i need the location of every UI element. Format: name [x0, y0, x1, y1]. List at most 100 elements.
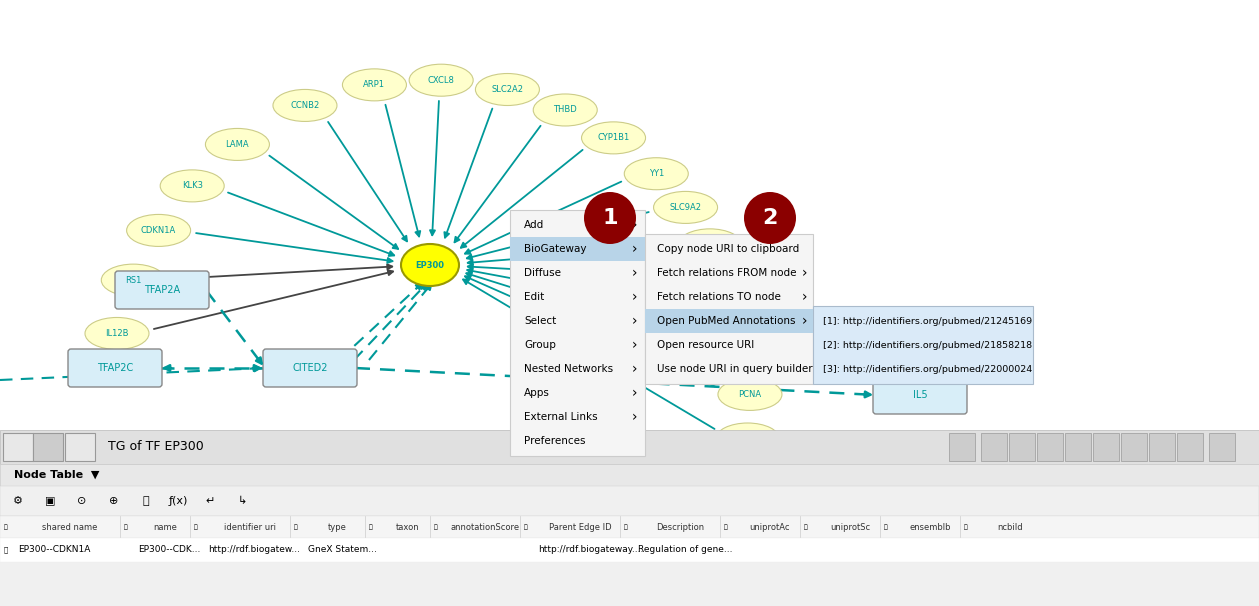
FancyBboxPatch shape	[263, 349, 358, 387]
Text: 🔒: 🔒	[194, 524, 198, 530]
Text: EP300: EP300	[415, 261, 444, 270]
FancyBboxPatch shape	[981, 433, 1007, 461]
Text: 🔒: 🔒	[123, 524, 127, 530]
FancyBboxPatch shape	[510, 210, 645, 456]
Text: ncbiId: ncbiId	[997, 522, 1022, 531]
Text: THBD: THBD	[554, 105, 577, 115]
Ellipse shape	[476, 73, 539, 105]
Text: RS1: RS1	[125, 276, 141, 285]
FancyBboxPatch shape	[0, 486, 1259, 516]
FancyBboxPatch shape	[1008, 433, 1035, 461]
Text: EP300--CDKN1A: EP300--CDKN1A	[18, 545, 91, 554]
Text: Group: Group	[524, 340, 556, 350]
Text: ⊕: ⊕	[110, 496, 118, 506]
Text: ⚙: ⚙	[13, 496, 23, 506]
Text: ›: ›	[632, 410, 637, 424]
Text: YY1: YY1	[648, 169, 663, 178]
Text: EP300--CDK...: EP300--CDK...	[138, 545, 200, 554]
FancyBboxPatch shape	[3, 433, 33, 461]
Text: ↵: ↵	[205, 496, 215, 506]
Text: 🔒: 🔒	[4, 524, 8, 530]
Ellipse shape	[695, 264, 759, 296]
Text: CYP1B1: CYP1B1	[598, 133, 630, 142]
Text: DNMT1: DNMT1	[731, 351, 762, 360]
Circle shape	[744, 192, 796, 244]
Text: 🔒: 🔒	[369, 524, 373, 530]
Text: http://rdf.biogateway....: http://rdf.biogateway....	[538, 545, 643, 554]
Text: TFAP2C: TFAP2C	[97, 363, 133, 373]
Text: 2: 2	[762, 208, 778, 228]
Text: CXCL8: CXCL8	[428, 76, 454, 85]
Ellipse shape	[273, 90, 337, 121]
Text: Regulation of gene...: Regulation of gene...	[638, 545, 733, 554]
Text: ›: ›	[632, 242, 637, 256]
FancyBboxPatch shape	[0, 0, 1259, 430]
Text: annotationScore: annotationScore	[451, 522, 520, 531]
Text: ›: ›	[802, 266, 807, 280]
Text: PTGS2: PTGS2	[734, 435, 762, 444]
FancyBboxPatch shape	[510, 237, 645, 261]
Ellipse shape	[342, 69, 407, 101]
Text: ↳: ↳	[237, 496, 247, 506]
FancyBboxPatch shape	[1037, 433, 1063, 461]
Text: TP73: TP73	[700, 241, 720, 249]
Text: 🔒: 🔒	[434, 524, 438, 530]
Text: 🔒: 🔒	[805, 524, 808, 530]
Text: ›: ›	[632, 338, 637, 352]
Ellipse shape	[653, 191, 718, 224]
Ellipse shape	[86, 318, 149, 350]
Text: 🔒: 🔒	[884, 524, 888, 530]
Text: name: name	[154, 522, 178, 531]
Text: LAMA: LAMA	[225, 140, 249, 149]
FancyBboxPatch shape	[0, 538, 1259, 562]
Text: 🔒: 🔒	[964, 524, 968, 530]
Text: PCNA: PCNA	[738, 390, 762, 399]
Ellipse shape	[624, 158, 689, 190]
FancyBboxPatch shape	[33, 433, 63, 461]
FancyBboxPatch shape	[0, 464, 1259, 486]
Text: Node Table  ▼: Node Table ▼	[14, 470, 99, 480]
Text: identifier uri: identifier uri	[224, 522, 276, 531]
Text: ›: ›	[632, 314, 637, 328]
Text: Use node URI in query builder: Use node URI in query builder	[657, 364, 812, 374]
Ellipse shape	[677, 229, 742, 261]
Text: BioGateway: BioGateway	[524, 244, 587, 254]
Ellipse shape	[402, 244, 460, 286]
Text: uniprotAc: uniprotAc	[750, 522, 791, 531]
Text: IL5: IL5	[913, 390, 928, 400]
Text: ›: ›	[632, 218, 637, 232]
Text: Diffuse: Diffuse	[524, 268, 562, 278]
Text: Add: Add	[524, 220, 544, 230]
Ellipse shape	[715, 339, 779, 371]
Text: http://rdf.biogatew...: http://rdf.biogatew...	[208, 545, 300, 554]
Ellipse shape	[160, 170, 224, 202]
Text: Fetch relations FROM node: Fetch relations FROM node	[657, 268, 797, 278]
FancyBboxPatch shape	[0, 430, 1259, 464]
FancyBboxPatch shape	[1149, 433, 1175, 461]
Text: uniprotSc: uniprotSc	[830, 522, 870, 531]
FancyBboxPatch shape	[1065, 433, 1092, 461]
Text: 🗑: 🗑	[142, 496, 150, 506]
FancyBboxPatch shape	[1177, 433, 1204, 461]
Text: [2]: http://identifiers.org/pubmed/21858218: [2]: http://identifiers.org/pubmed/21858…	[823, 341, 1032, 350]
FancyBboxPatch shape	[1209, 433, 1235, 461]
Text: ƒ(x): ƒ(x)	[169, 496, 188, 506]
Ellipse shape	[715, 423, 779, 455]
Ellipse shape	[409, 64, 473, 96]
FancyBboxPatch shape	[645, 309, 813, 333]
Text: CCNB2: CCNB2	[291, 101, 320, 110]
Text: Nested Networks: Nested Networks	[524, 364, 613, 374]
Text: TG of TF EP300: TG of TF EP300	[108, 441, 204, 453]
Ellipse shape	[582, 122, 646, 154]
FancyBboxPatch shape	[115, 271, 209, 309]
Text: type: type	[329, 522, 347, 531]
Text: CRABP1: CRABP1	[723, 313, 755, 322]
FancyBboxPatch shape	[872, 376, 967, 414]
Text: taxon: taxon	[395, 522, 419, 531]
Text: ›: ›	[632, 386, 637, 400]
Ellipse shape	[718, 378, 782, 410]
Text: ›: ›	[632, 290, 637, 304]
Text: SLC9A2: SLC9A2	[670, 203, 701, 212]
Text: ⊙: ⊙	[77, 496, 87, 506]
Text: Apps: Apps	[524, 388, 550, 398]
